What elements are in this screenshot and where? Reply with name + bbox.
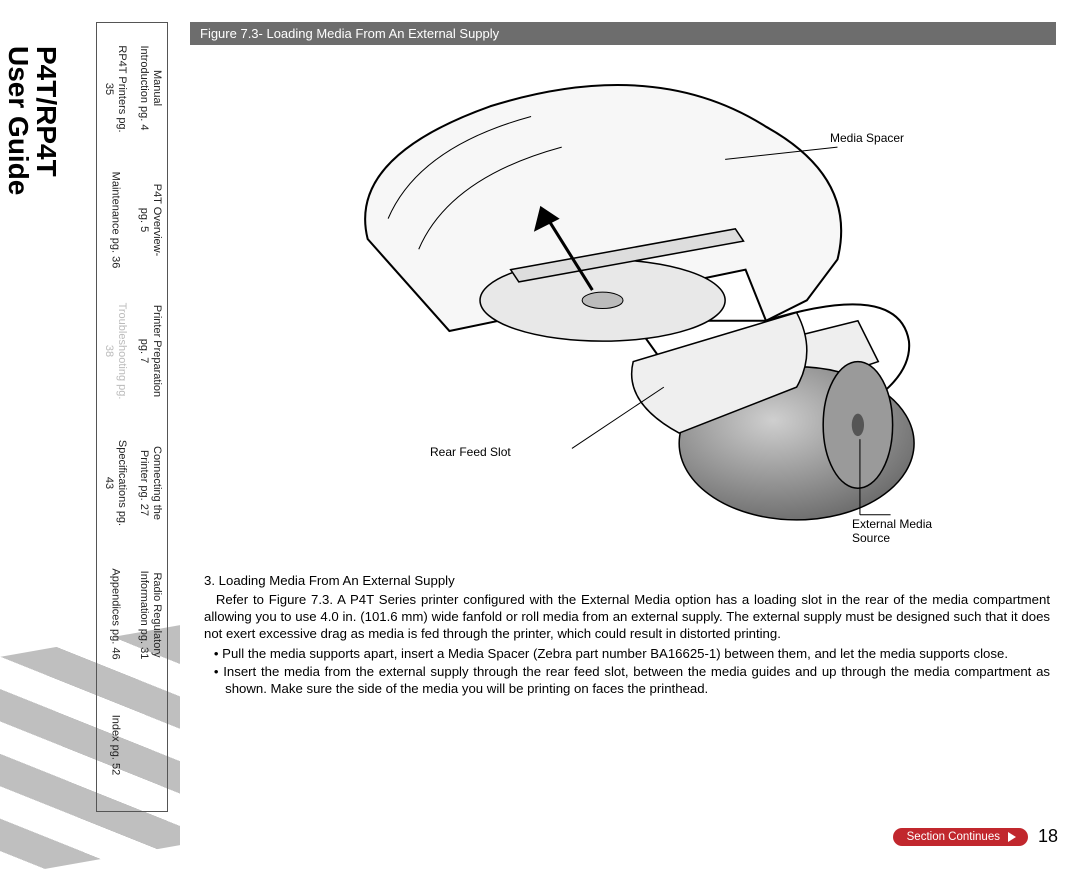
nav-printer-prep[interactable]: Printer Preparation pg. 7 [96,285,168,417]
nav-radio-reg[interactable]: Radio Regulatory Information pg. 31 [96,549,168,681]
main-content: Figure 7.3- Loading Media From An Extern… [190,22,1056,841]
callout-external-media: External Media Source [852,517,932,546]
body-text: 3. Loading Media From An External Supply… [190,573,1056,698]
figure-caption-bar: Figure 7.3- Loading Media From An Extern… [190,22,1056,45]
callout-media-spacer: Media Spacer [830,131,904,145]
nav-manual-intro[interactable]: Manual Introduction pg. 4 [96,22,168,154]
bullet-2: Insert the media from the external suppl… [204,664,1050,698]
document-title: P4T/RP4T User Guide [6,24,66,244]
nav-connecting[interactable]: Connecting the Printer pg. 27 [96,417,168,549]
figure-illustration: Media Spacer Rear Feed Slot External Med… [190,45,1056,525]
body-paragraph: Refer to Figure 7.3. A P4T Series printe… [204,592,1050,643]
page-footer: Section Continues 18 [893,826,1058,847]
title-line-2: User Guide [4,46,32,195]
nav-p4t-overview[interactable]: P4T Overview- pg. 5 [96,154,168,286]
body-heading: 3. Loading Media From An External Supply [204,573,1050,590]
nav-empty [96,680,168,812]
printer-diagram-svg [190,45,1056,525]
page-number: 18 [1038,826,1058,847]
bullet-1: Pull the media supports apart, insert a … [204,646,1050,663]
section-continues-label: Section Continues [907,831,1000,843]
continue-arrow-icon [1008,832,1016,842]
title-line-1: P4T/RP4T [32,46,60,195]
body-bullets: Pull the media supports apart, insert a … [204,646,1050,699]
section-continues-badge: Section Continues [893,828,1028,846]
callout-rear-feed-slot: Rear Feed Slot [430,445,511,459]
